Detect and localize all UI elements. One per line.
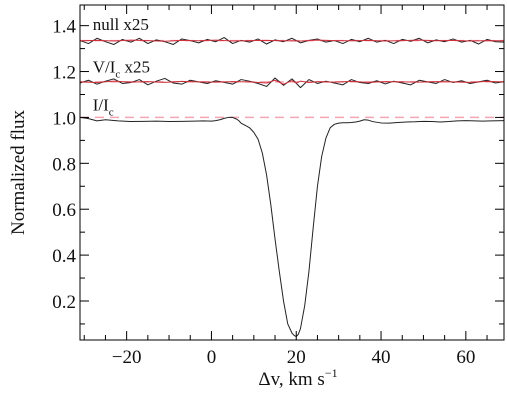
y-tick-label: 0.6: [52, 200, 76, 221]
x-tick-label: 20: [287, 347, 306, 368]
y-tick-label: 0.2: [52, 292, 76, 313]
y-tick-label: 1.0: [52, 108, 76, 129]
series-annotation-0: null x25: [93, 15, 149, 34]
x-axis-label-exponent: −1: [325, 366, 338, 380]
plot-frame: [79, 4, 505, 341]
series-line-2: [79, 79, 505, 85]
series-annotation-2: I/Ic: [93, 96, 114, 119]
x-axis-label-text: Δv, km s: [258, 369, 324, 390]
y-tick-label: 0.8: [52, 154, 76, 175]
y-tick-label: 0.4: [52, 246, 76, 267]
x-tick-label: 40: [372, 347, 391, 368]
tick-labels: −20 0 20 40 60 0.2 0.4 0.6 0.8 1.0 1.2 1.4: [52, 17, 475, 368]
x-tick-label: 60: [456, 347, 475, 368]
x-tick-label: −20: [112, 347, 142, 368]
x-tick-label: 0: [207, 347, 217, 368]
ticks: [80, 5, 504, 340]
series-line-0: [79, 116, 505, 338]
annotations: null x25 V/Ic x25 I/Ic: [93, 15, 150, 118]
series-line-1: [79, 77, 505, 89]
series-line-4: [79, 39, 505, 42]
series-annotation-1: V/Ic x25: [93, 58, 150, 81]
x-axis-label: Δv, km s−1: [258, 366, 337, 390]
y-axis-label: Normalized flux: [8, 109, 29, 235]
y-tick-label: 1.2: [52, 63, 76, 84]
y-tick-label: 1.4: [52, 17, 76, 38]
